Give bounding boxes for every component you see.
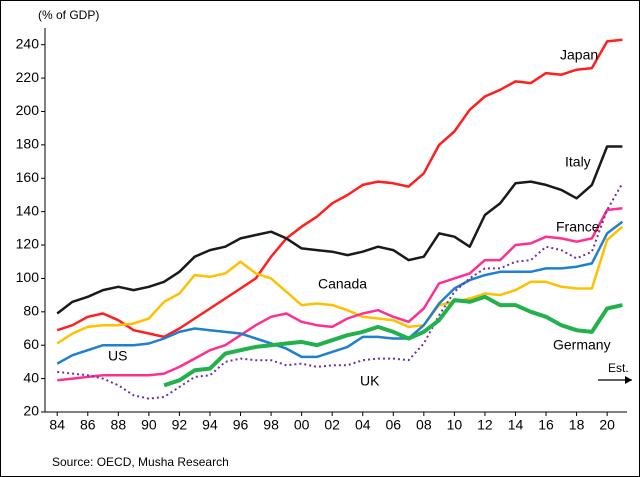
est-arrow-head xyxy=(625,376,632,384)
y-axis-label: (% of GDP) xyxy=(38,8,99,22)
y-tick-label: 20 xyxy=(23,403,39,419)
x-tick-label: 92 xyxy=(172,417,188,433)
x-tick-label: 00 xyxy=(294,417,310,433)
series-label: UK xyxy=(360,373,380,389)
x-tick-label: 86 xyxy=(80,417,96,433)
y-tick-label: 60 xyxy=(23,336,39,352)
series-line xyxy=(56,220,624,365)
y-tick-label: 120 xyxy=(16,236,40,252)
series-label: France xyxy=(556,219,600,235)
x-tick-label: 96 xyxy=(233,417,249,433)
series-line xyxy=(163,294,623,388)
series-label: US xyxy=(108,348,127,364)
series-label: Japan xyxy=(560,47,598,63)
x-tick-label: 16 xyxy=(538,417,554,433)
series-label: Germany xyxy=(553,337,611,353)
series-line xyxy=(56,225,624,345)
x-tick-label: 10 xyxy=(447,417,463,433)
y-tick-label: 140 xyxy=(16,202,40,218)
x-tick-label: 88 xyxy=(111,417,127,433)
x-tick-label: 02 xyxy=(324,417,340,433)
x-tick-label: 90 xyxy=(141,417,157,433)
x-tick-label: 20 xyxy=(599,417,615,433)
x-tick-label: 04 xyxy=(355,417,371,433)
series-line xyxy=(57,207,623,382)
series-label: Italy xyxy=(565,154,591,170)
series-line xyxy=(56,145,623,315)
series-line xyxy=(57,182,624,400)
y-tick-label: 100 xyxy=(16,269,40,285)
x-tick-label: 84 xyxy=(49,417,65,433)
y-tick-label: 80 xyxy=(23,303,39,319)
source: Source: OECD, Musha Research xyxy=(52,455,229,469)
y-tick-label: 220 xyxy=(16,69,40,85)
x-tick-label: 06 xyxy=(385,417,401,433)
y-tick-label: 200 xyxy=(16,102,40,118)
y-tick-label: 180 xyxy=(16,136,40,152)
y-tick-label: 160 xyxy=(16,169,40,185)
x-tick-label: 98 xyxy=(263,417,279,433)
x-tick-label: 18 xyxy=(569,417,585,433)
x-tick-label: 14 xyxy=(508,417,524,433)
annotation: Est. xyxy=(608,361,629,375)
series-label: Canada xyxy=(318,276,367,292)
series-line xyxy=(56,38,623,339)
x-tick-label: 08 xyxy=(416,417,432,433)
x-tick-label: 94 xyxy=(202,417,218,433)
y-tick-label: 240 xyxy=(16,35,40,51)
x-tick-label: 12 xyxy=(477,417,493,433)
y-tick-label: 40 xyxy=(23,369,39,385)
